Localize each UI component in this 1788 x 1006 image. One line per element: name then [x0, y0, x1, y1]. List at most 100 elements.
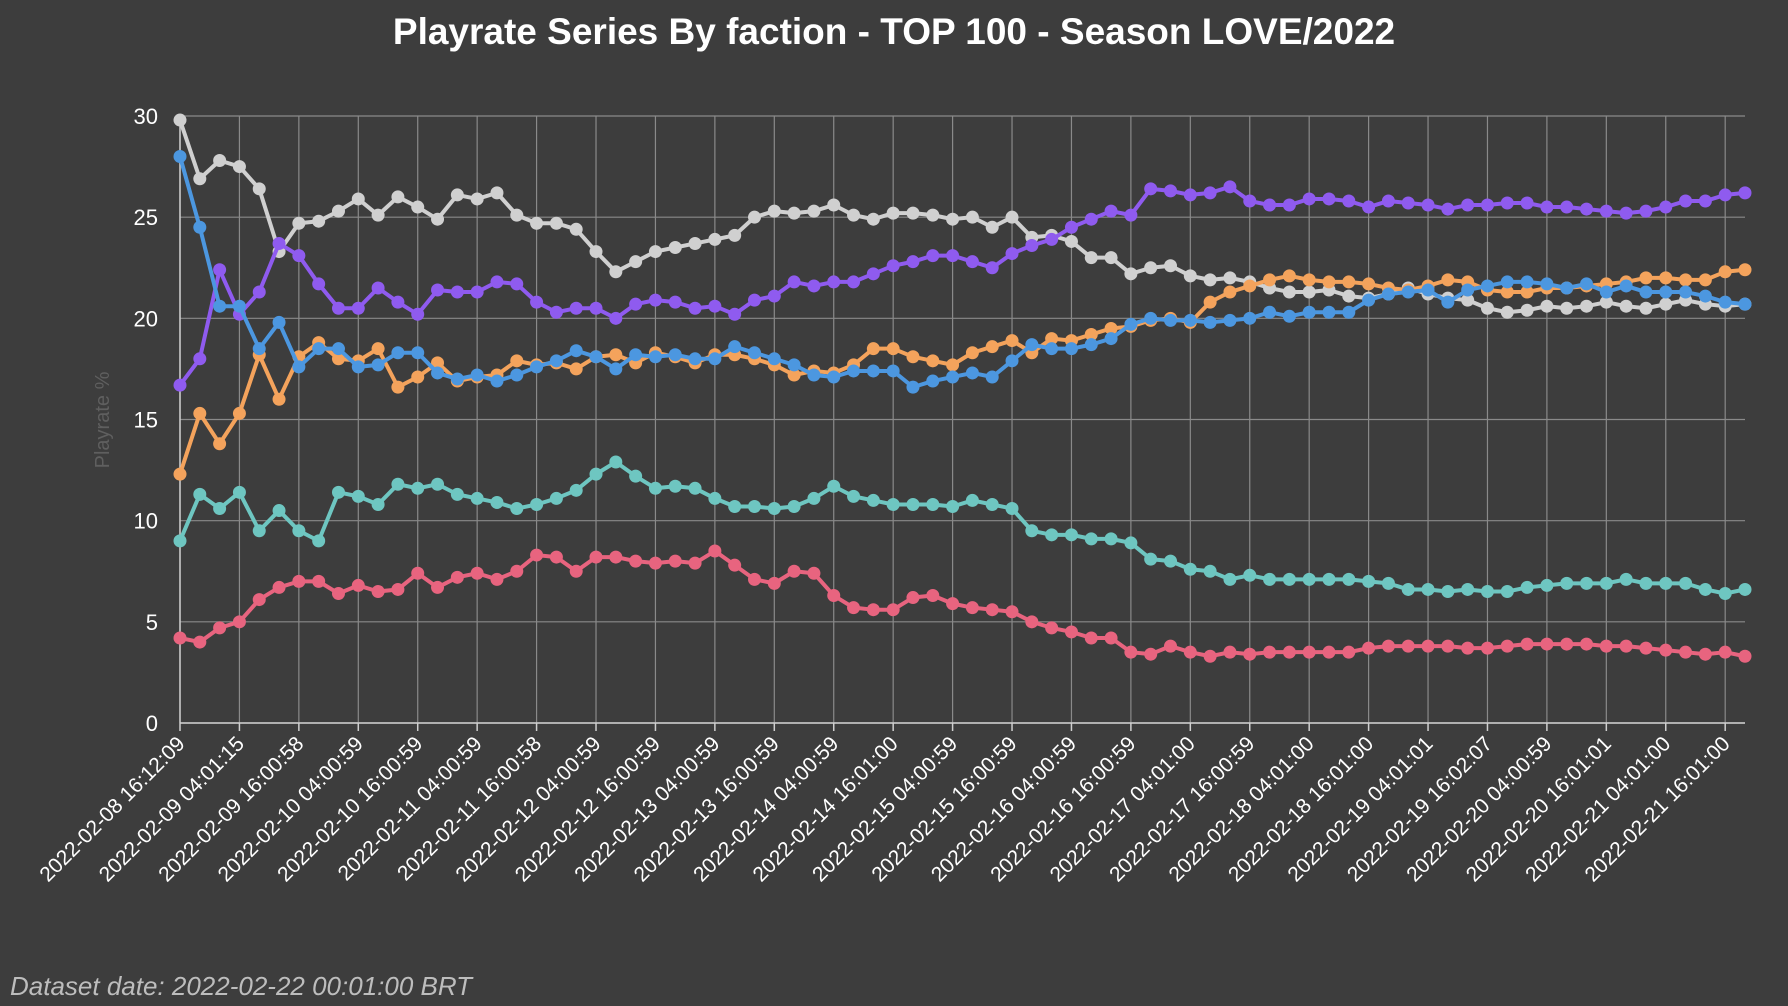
data-point-teal [1639, 576, 1653, 590]
data-point-purple [1064, 220, 1078, 234]
series-purple [173, 180, 1752, 392]
data-point-pink [530, 548, 544, 562]
data-point-blue [807, 368, 821, 382]
data-point-blue [272, 315, 286, 329]
data-point-orange [1302, 273, 1316, 287]
data-point-teal [1342, 572, 1356, 586]
data-point-gray [648, 245, 662, 259]
data-point-blue [1659, 285, 1673, 299]
data-point-orange [431, 356, 445, 370]
data-point-pink [926, 589, 940, 603]
data-point-pink [708, 544, 722, 558]
data-point-gray [1223, 271, 1237, 285]
data-point-blue [1441, 295, 1455, 309]
data-point-blue [549, 354, 563, 368]
data-point-gray [371, 208, 385, 222]
data-point-gray [1639, 301, 1653, 315]
data-point-orange [1342, 275, 1356, 289]
data-point-blue [1084, 338, 1098, 352]
data-point-blue [173, 149, 187, 163]
data-point-pink [1599, 639, 1613, 653]
y-tick-label: 20 [134, 306, 158, 331]
data-point-teal [351, 489, 365, 503]
data-point-pink [1144, 647, 1158, 661]
data-point-orange [1520, 285, 1534, 299]
data-point-teal [193, 487, 207, 501]
data-point-pink [1302, 645, 1316, 659]
series-layer [173, 113, 1752, 663]
data-point-blue [569, 344, 583, 358]
data-point-blue [1639, 285, 1653, 299]
data-point-pink [1005, 605, 1019, 619]
data-point-teal [431, 477, 445, 491]
data-point-purple [1124, 208, 1138, 222]
data-point-purple [1500, 196, 1514, 210]
data-point-purple [1659, 200, 1673, 214]
data-point-purple [1203, 186, 1217, 200]
data-point-pink [1381, 639, 1395, 653]
data-point-purple [1183, 188, 1197, 202]
data-point-blue [331, 342, 345, 356]
data-point-blue [1738, 297, 1752, 311]
data-point-purple [450, 285, 464, 299]
data-point-orange [906, 350, 920, 364]
data-point-pink [668, 554, 682, 568]
data-point-gray [886, 206, 900, 220]
data-point-pink [173, 631, 187, 645]
data-point-teal [946, 500, 960, 514]
data-point-teal [569, 483, 583, 497]
data-point-purple [470, 285, 484, 299]
data-point-teal [510, 502, 524, 516]
data-point-orange [1005, 334, 1019, 348]
data-point-gray [1302, 285, 1316, 299]
data-point-gray [609, 265, 623, 279]
data-point-pink [1164, 639, 1178, 653]
data-point-teal [1362, 574, 1376, 588]
data-point-blue [926, 374, 940, 388]
data-point-blue [1500, 275, 1514, 289]
data-point-orange [272, 392, 286, 406]
dataset-date: Dataset date: 2022-02-22 00:01:00 BRT [10, 971, 474, 1001]
data-point-purple [431, 283, 445, 297]
data-point-teal [490, 495, 504, 509]
data-point-orange [866, 342, 880, 356]
data-point-purple [312, 277, 326, 291]
data-point-blue [371, 358, 385, 372]
data-point-gray [510, 208, 524, 222]
data-point-purple [1164, 184, 1178, 198]
data-point-pink [1322, 645, 1336, 659]
data-point-pink [510, 564, 524, 578]
data-point-teal [1421, 582, 1435, 596]
data-point-orange [1223, 285, 1237, 299]
data-point-blue [1480, 279, 1494, 293]
data-point-pink [490, 572, 504, 586]
data-point-purple [866, 267, 880, 281]
data-point-orange [926, 354, 940, 368]
data-point-teal [807, 491, 821, 505]
data-point-purple [886, 259, 900, 273]
data-point-pink [985, 603, 999, 617]
data-point-gray [688, 236, 702, 250]
data-point-blue [411, 346, 425, 360]
data-point-teal [648, 481, 662, 495]
data-point-teal [1619, 572, 1633, 586]
data-point-purple [1223, 180, 1237, 194]
data-point-teal [391, 477, 405, 491]
data-point-teal [985, 497, 999, 511]
data-point-blue [886, 364, 900, 378]
data-point-purple [1639, 204, 1653, 218]
data-point-blue [827, 370, 841, 384]
data-point-purple [965, 255, 979, 269]
data-point-gray [906, 206, 920, 220]
data-point-blue [213, 299, 227, 313]
data-point-teal [1203, 564, 1217, 578]
data-point-blue [1045, 342, 1059, 356]
data-point-purple [1401, 196, 1415, 210]
data-point-teal [1005, 502, 1019, 516]
data-point-blue [1302, 305, 1316, 319]
data-point-purple [767, 289, 781, 303]
data-point-purple [807, 279, 821, 293]
data-point-purple [609, 311, 623, 325]
